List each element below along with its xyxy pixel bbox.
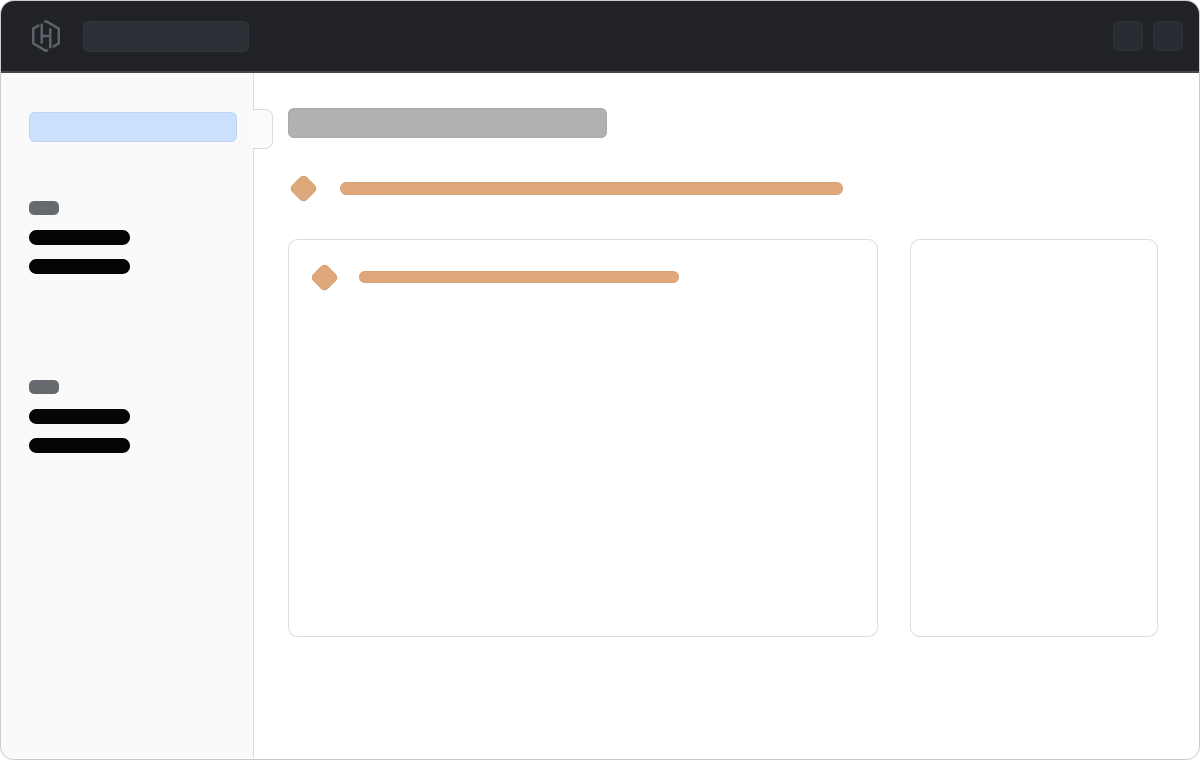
secondary-card (910, 239, 1158, 637)
sidebar-item-skeleton[interactable] (29, 438, 130, 453)
navbar-action-button-2[interactable] (1153, 21, 1183, 51)
content-area (1, 73, 1199, 758)
card-title-skeleton (359, 271, 679, 283)
sidebar-section-1-label-skeleton (29, 201, 59, 215)
hashicorp-logo-icon (29, 19, 63, 53)
sidebar-item-skeleton[interactable] (29, 259, 130, 274)
primary-card-header (309, 262, 877, 292)
primary-card (288, 239, 878, 637)
notice-text-skeleton (340, 181, 843, 195)
sidebar (1, 73, 254, 758)
sidebar-active-item-skeleton[interactable] (29, 112, 237, 142)
diamond-skeleton-icon (288, 173, 318, 203)
sidebar-item-skeleton[interactable] (29, 409, 130, 424)
diamond-skeleton-icon (309, 262, 339, 292)
sidebar-collapse-handle[interactable] (253, 109, 273, 149)
page-title-skeleton (288, 108, 607, 138)
sidebar-section-2 (29, 380, 253, 453)
sidebar-item-skeleton[interactable] (29, 230, 130, 245)
navbar-action-button-1[interactable] (1113, 21, 1143, 51)
main-content (254, 73, 1199, 758)
navbar-search-skeleton[interactable] (83, 20, 249, 52)
sidebar-section-2-label-skeleton (29, 380, 59, 394)
cards-row (288, 239, 1199, 637)
sidebar-section-1 (29, 201, 253, 274)
top-navbar (1, 1, 1199, 73)
notice-row (288, 173, 1199, 203)
